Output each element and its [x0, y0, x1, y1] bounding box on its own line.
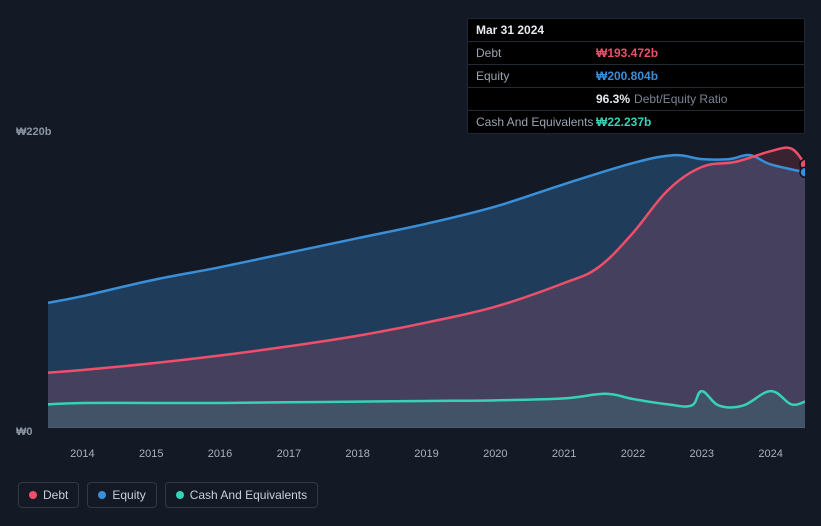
tooltip-row-ratio: 96.3% Debt/Equity Ratio	[468, 88, 804, 111]
x-axis-tick: 2015	[139, 448, 163, 460]
tooltip-label: Cash And Equivalents	[476, 115, 596, 129]
y-axis-label-min: ₩0	[16, 426, 33, 438]
chart-svg	[48, 138, 805, 428]
legend-dot	[98, 491, 106, 499]
x-axis-tick: 2020	[483, 448, 507, 460]
tooltip-row-equity: Equity ₩200.804b	[468, 65, 804, 88]
x-axis-tick: 2014	[70, 448, 94, 460]
legend-item-cash[interactable]: Cash And Equivalents	[165, 482, 318, 508]
tooltip-date-row: Mar 31 2024	[468, 19, 804, 42]
x-axis-tick: 2023	[690, 448, 714, 460]
tooltip-row-cash: Cash And Equivalents ₩22.237b	[468, 111, 804, 133]
tooltip-value: ₩22.237b	[596, 115, 651, 129]
legend-label: Debt	[43, 488, 68, 502]
legend-item-debt[interactable]: Debt	[18, 482, 79, 508]
x-axis-tick: 2019	[414, 448, 438, 460]
chart-plot[interactable]	[48, 138, 805, 428]
tooltip-value: ₩193.472b	[596, 46, 658, 60]
x-axis-tick: 2017	[277, 448, 301, 460]
tooltip-row-debt: Debt ₩193.472b	[468, 42, 804, 65]
x-axis-tick: 2018	[345, 448, 369, 460]
tooltip-label: Equity	[476, 69, 596, 83]
legend-dot	[176, 491, 184, 499]
legend-label: Cash And Equivalents	[190, 488, 307, 502]
tooltip-extra: Debt/Equity Ratio	[634, 92, 727, 106]
x-axis-tick: 2024	[758, 448, 782, 460]
x-axis-tick: 2016	[208, 448, 232, 460]
chart-area: ₩220b ₩0	[16, 118, 805, 458]
tooltip-value: ₩200.804b	[596, 69, 658, 83]
x-axis-tick: 2021	[552, 448, 576, 460]
tooltip-date: Mar 31 2024	[476, 23, 544, 37]
x-axis-tick: 2022	[621, 448, 645, 460]
tooltip-value: 96.3%	[596, 92, 630, 106]
legend-label: Equity	[112, 488, 145, 502]
tooltip-label: Debt	[476, 46, 596, 60]
legend-dot	[29, 491, 37, 499]
chart-legend: Debt Equity Cash And Equivalents	[18, 482, 318, 508]
x-axis: 2014 2015 2016 2017 2018 2019 2020 2021 2022 2023…	[48, 448, 805, 468]
legend-item-equity[interactable]: Equity	[87, 482, 156, 508]
y-axis-label-max: ₩220b	[16, 126, 51, 138]
chart-tooltip: Mar 31 2024 Debt ₩193.472b Equity ₩200.8…	[467, 18, 805, 134]
